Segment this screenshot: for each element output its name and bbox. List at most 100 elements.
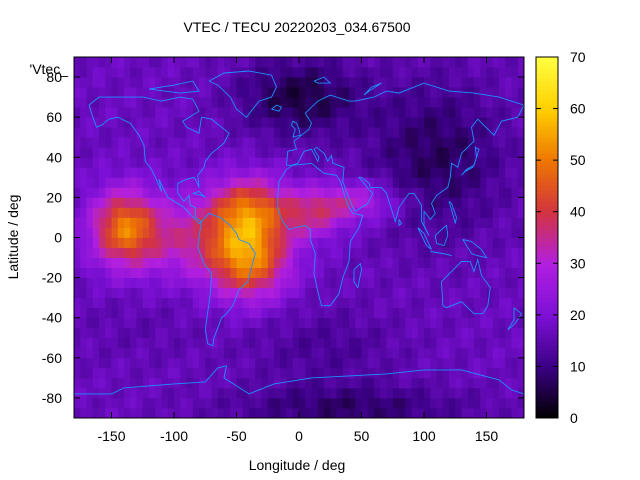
heatmap-cell — [205, 277, 212, 289]
heatmap-cell — [74, 177, 81, 188]
heatmap-cell — [249, 397, 256, 409]
heatmap-cell — [155, 237, 162, 248]
heatmap-cell — [317, 277, 325, 289]
heatmap-cell — [336, 237, 344, 248]
heatmap-cell — [449, 167, 456, 178]
heatmap-cell — [486, 237, 494, 248]
colorbar-band — [536, 333, 558, 339]
heatmap-cell — [311, 387, 319, 399]
heatmap-cell — [180, 407, 187, 419]
heatmap-cell — [167, 187, 175, 198]
heatmap-cell — [249, 367, 256, 379]
heatmap-cell — [305, 237, 312, 248]
heatmap-cell — [311, 327, 319, 339]
heatmap-cell — [505, 337, 512, 349]
heatmap-cell — [111, 407, 119, 419]
heatmap-cell — [486, 167, 494, 178]
heatmap-cell — [311, 407, 319, 419]
heatmap-cell — [274, 247, 281, 258]
heatmap-cell — [99, 127, 106, 138]
heatmap-cell — [136, 277, 144, 289]
heatmap-cell — [374, 317, 381, 329]
heatmap-cell — [474, 217, 481, 228]
heatmap-cell — [230, 87, 237, 98]
heatmap-cell — [367, 397, 375, 409]
heatmap-cell — [311, 67, 319, 78]
heatmap-cell — [117, 377, 125, 389]
heatmap-cell — [111, 187, 119, 198]
heatmap-cell — [130, 77, 137, 88]
heatmap-cell — [142, 187, 150, 198]
heatmap-cell — [199, 297, 206, 309]
colorbar-band — [536, 121, 558, 126]
heatmap-cell — [130, 277, 137, 289]
heatmap-cell — [224, 227, 231, 238]
heatmap-cell — [392, 67, 400, 78]
heatmap-cell — [367, 67, 375, 78]
heatmap-cell — [99, 97, 106, 108]
heatmap-cell — [161, 387, 169, 399]
heatmap-cell — [86, 327, 94, 339]
heatmap-cell — [192, 297, 200, 309]
heatmap-cell — [292, 397, 300, 409]
heatmap-cell — [299, 87, 306, 98]
heatmap-cell — [305, 277, 312, 289]
heatmap-cell — [217, 87, 225, 98]
heatmap-cell — [261, 87, 269, 98]
heatmap-cell — [461, 217, 469, 228]
heatmap-cell — [149, 277, 156, 289]
heatmap-cell — [236, 127, 244, 138]
heatmap-cell — [236, 147, 244, 158]
heatmap-cell — [186, 237, 194, 248]
heatmap-cell — [111, 117, 119, 128]
heatmap-cell — [361, 57, 369, 68]
heatmap-cell — [80, 267, 87, 279]
heatmap-cell — [217, 177, 225, 188]
heatmap-cell — [517, 347, 525, 359]
heatmap-cell — [311, 357, 319, 369]
heatmap-cell — [242, 397, 250, 409]
heatmap-cell — [174, 367, 181, 379]
heatmap-cell — [430, 307, 437, 319]
heatmap-cell — [105, 317, 112, 329]
heatmap-cell — [292, 187, 300, 198]
colorbar-band — [536, 233, 558, 238]
heatmap-cell — [174, 57, 181, 68]
heatmap-cell — [74, 107, 81, 118]
heatmap-cell — [455, 397, 462, 409]
heatmap-cell — [417, 117, 425, 128]
heatmap-cell — [486, 187, 494, 198]
heatmap-cell — [167, 57, 175, 68]
heatmap-cell — [174, 297, 181, 309]
heatmap-cell — [224, 367, 231, 379]
heatmap-cell — [174, 197, 181, 208]
colorbar-band — [536, 229, 558, 234]
heatmap-cell — [130, 57, 137, 68]
heatmap-cell — [186, 397, 194, 409]
heatmap-cell — [411, 157, 419, 168]
heatmap-cell — [355, 187, 362, 198]
heatmap-cell — [280, 157, 287, 168]
heatmap-cell — [324, 187, 331, 198]
heatmap-cell — [136, 337, 144, 349]
heatmap-cell — [261, 337, 269, 349]
heatmap-cell — [492, 317, 500, 329]
heatmap-cell — [217, 157, 225, 168]
heatmap-cell — [517, 267, 525, 279]
heatmap-cell — [430, 137, 437, 148]
heatmap-cell — [230, 257, 237, 268]
heatmap-cell — [80, 257, 87, 268]
coastline-antarctica — [74, 365, 525, 395]
heatmap-cell — [430, 317, 437, 329]
heatmap-cell — [280, 97, 287, 108]
heatmap-cell — [267, 227, 275, 238]
heatmap-cell — [280, 347, 287, 359]
heatmap-cell — [149, 57, 156, 68]
heatmap-cell — [417, 387, 425, 399]
heatmap-cell — [205, 317, 212, 329]
heatmap-cell — [461, 257, 469, 268]
heatmap-cell — [167, 297, 175, 309]
heatmap-cell — [199, 197, 206, 208]
heatmap-cell — [499, 67, 506, 78]
heatmap-cell — [436, 87, 444, 98]
